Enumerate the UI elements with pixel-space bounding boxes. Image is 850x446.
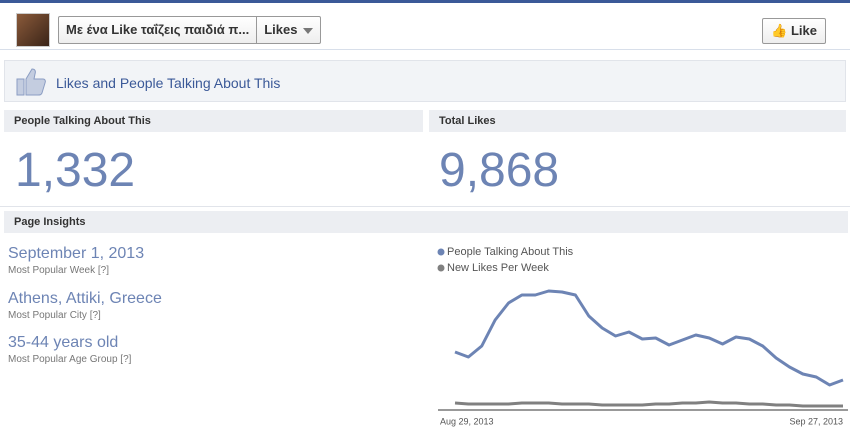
insights-header: Page Insights: [4, 211, 848, 233]
legend-label: New Likes Per Week: [447, 262, 549, 274]
like-button[interactable]: 👍 Like: [762, 18, 826, 44]
x-tick-label: Sep 27, 2013: [789, 416, 843, 426]
x-tick-label: Aug 29, 2013: [440, 416, 494, 426]
insight-label: Most Popular Week [?]: [8, 265, 109, 276]
page-selector[interactable]: Με ένα Like ταΐζεις παιδιά π... Likes: [58, 16, 322, 44]
stat-value: 9,868: [439, 144, 560, 197]
section-banner: Likes and People Talking About This: [4, 60, 846, 102]
divider: [0, 206, 850, 207]
thumb-icon: [16, 68, 46, 96]
page-name[interactable]: Με ένα Like ταΐζεις παιδιά π...: [66, 22, 250, 37]
legend-label: People Talking About This: [447, 246, 574, 258]
like-label[interactable]: Like: [790, 23, 817, 38]
page-avatar[interactable]: [16, 13, 50, 47]
section-title: Likes and People Talking About This: [56, 75, 281, 91]
insight-value: Athens, Attiki, Greece: [8, 290, 162, 307]
view-selector[interactable]: Likes: [256, 17, 320, 43]
stat-value: 1,332: [15, 144, 136, 197]
stat-header: People Talking About This: [4, 110, 423, 132]
insight-label: Most Popular Age Group [?]: [8, 354, 132, 365]
legend-marker: [437, 248, 445, 256]
top-bar: Με ένα Like ταΐζεις παιδιά π... Likes 👍 …: [0, 0, 850, 50]
series-line: [454, 289, 844, 387]
legend-marker: [437, 264, 445, 272]
series-line: [454, 400, 843, 408]
view-label[interactable]: Likes: [264, 22, 298, 37]
insight-value: September 1, 2013: [8, 245, 145, 262]
stat-header: Total Likes: [429, 110, 846, 132]
insight-label: Most Popular City [?]: [8, 310, 101, 321]
insight-value: 35-44 years old: [8, 334, 119, 351]
